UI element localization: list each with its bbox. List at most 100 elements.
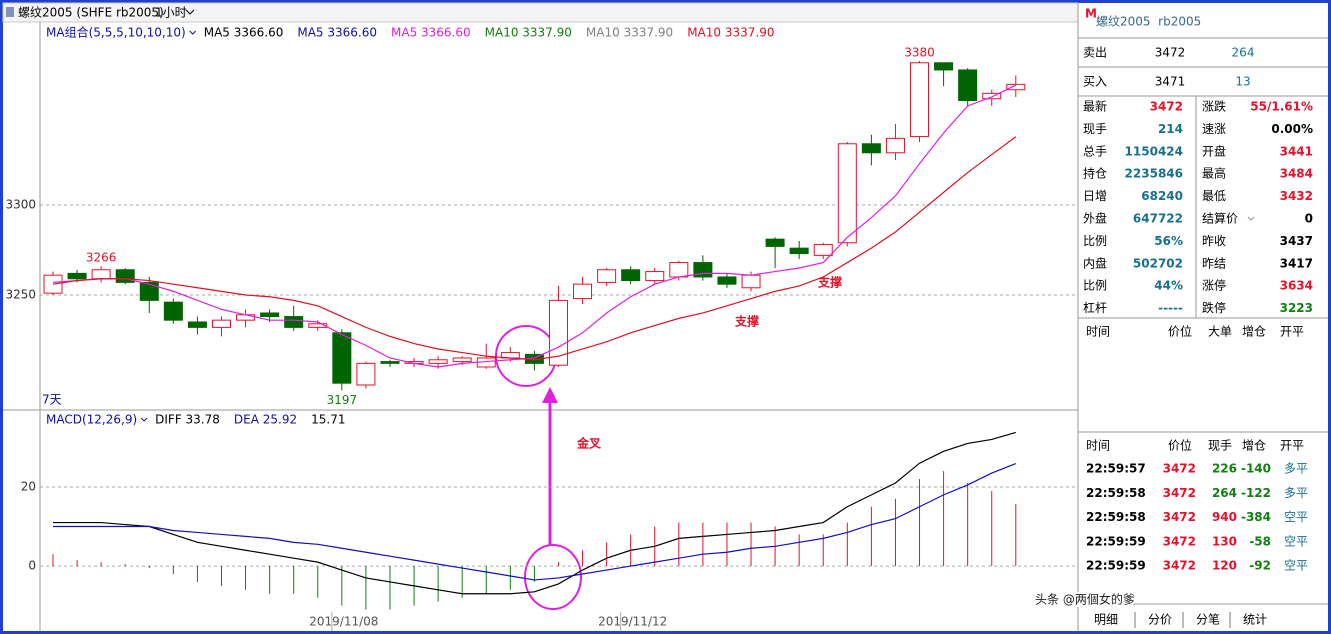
table-cell: -140 — [1241, 462, 1271, 476]
legend-item: MA5 3366.60 — [391, 26, 471, 40]
table-cell: 3472 — [1163, 559, 1196, 573]
table-cell: 3472 — [1163, 510, 1196, 524]
dropdown[interactable] — [1247, 216, 1255, 221]
field-label: 总手 — [1083, 144, 1107, 158]
table-cell: 264 — [1212, 486, 1237, 500]
annotation: 支撑 — [734, 314, 759, 329]
y-tick-label: 0 — [28, 559, 36, 573]
table-header: 开平 — [1280, 439, 1304, 453]
field-label: 速涨 — [1202, 121, 1226, 136]
candle-body — [885, 137, 905, 154]
table-header: 价位 — [1168, 438, 1192, 453]
candle-body — [163, 301, 183, 321]
table-cell: 22:59:59 — [1086, 534, 1146, 548]
table-cell: -384 — [1241, 510, 1271, 524]
table-cell: 3472 — [1163, 462, 1196, 476]
candle-body — [332, 332, 352, 384]
legend-item: DEA 25.92 — [234, 413, 297, 427]
table-cell: 22:59:59 — [1086, 559, 1146, 573]
candle-body — [211, 319, 231, 328]
table-header: 时间 — [1086, 439, 1110, 453]
table-cell: 3472 — [1163, 534, 1196, 548]
field-label: 杠杆 — [1083, 300, 1107, 315]
candle-body — [934, 62, 954, 71]
ma-line — [52, 84, 1017, 368]
table-cell: 130 — [1212, 534, 1237, 548]
symbol[interactable]: 螺纹2005 (SHFE rb2005) — [18, 6, 164, 20]
candle-body — [910, 62, 930, 138]
candle-body — [284, 316, 304, 328]
field-value: 0 — [1305, 212, 1313, 226]
table-cell: 多平 — [1284, 462, 1308, 476]
candle-body — [789, 247, 809, 255]
candle-body — [260, 312, 280, 318]
candle-body — [645, 271, 665, 282]
field-value: 3432 — [1280, 189, 1313, 203]
field-value: 214 — [1158, 122, 1183, 136]
legend-item: DIFF 33.78 — [155, 413, 220, 427]
table-cell: -122 — [1241, 486, 1271, 500]
annotation: 金叉 — [576, 436, 602, 451]
legend-dropdown[interactable] — [140, 417, 148, 422]
field-value: ----- — [1158, 301, 1183, 315]
extreme-label: 3380 — [904, 45, 935, 59]
bid-volume: 13 — [1235, 75, 1250, 89]
table-cell: 226 — [1212, 462, 1237, 476]
table-cell: 多平 — [1284, 486, 1308, 500]
field-label: 结算价 — [1202, 211, 1238, 226]
candle-body — [380, 361, 400, 364]
candle-body — [741, 274, 761, 289]
field-label: 涨停 — [1202, 278, 1226, 293]
table-header: 大单 — [1208, 325, 1232, 339]
candle-body — [308, 323, 328, 328]
period[interactable]: 1小时 — [155, 6, 187, 20]
candle-body — [982, 92, 1002, 100]
legend-dropdown[interactable] — [189, 30, 197, 35]
field-label: 开盘 — [1202, 143, 1226, 158]
field-label: 持仓 — [1083, 166, 1107, 181]
tab[interactable]: 分价 — [1148, 613, 1172, 627]
table-cell: 空平 — [1284, 559, 1308, 573]
candle-body — [139, 281, 159, 301]
background — [3, 3, 1328, 631]
field-value: 56% — [1154, 234, 1183, 248]
candle-body — [187, 321, 207, 328]
legend-item: MA5 3366.60 — [297, 26, 377, 40]
field-label: 跌停 — [1202, 300, 1226, 315]
table-cell: 120 — [1212, 559, 1237, 573]
field-label: 最低 — [1202, 189, 1226, 203]
candle-body — [91, 269, 111, 280]
table-cell: 空平 — [1284, 534, 1308, 548]
ask-label: 卖出 — [1083, 46, 1107, 60]
table-cell: 空平 — [1284, 510, 1308, 524]
period-dropdown[interactable] — [185, 9, 195, 15]
table-cell: -92 — [1249, 559, 1271, 573]
field-label: 内盘 — [1083, 255, 1107, 270]
candle-body — [813, 244, 833, 256]
candle-body — [67, 272, 87, 280]
tab[interactable]: 明细 — [1094, 613, 1118, 627]
legend-item: 15.71 — [311, 413, 345, 427]
table-cell: -58 — [1249, 534, 1271, 548]
field-value: 1150424 — [1125, 144, 1183, 158]
extreme-label: 3197 — [327, 393, 358, 407]
tab[interactable]: 统计 — [1243, 613, 1267, 627]
x-tick-label: 2019/11/12 — [598, 615, 667, 629]
tab[interactable]: 分笔 — [1196, 612, 1220, 627]
field-label: 日增 — [1083, 189, 1107, 203]
field-value: 3472 — [1150, 100, 1183, 114]
table-cell: 22:59:57 — [1086, 462, 1146, 476]
candle-body — [356, 362, 376, 386]
legend-title: MACD(12,26,9) — [46, 413, 137, 427]
bid-price: 3471 — [1155, 75, 1186, 89]
field-value: 3484 — [1280, 167, 1313, 181]
legend-title: MA组合(5,5,5,10,10,10) — [46, 25, 186, 40]
bid-label: 买入 — [1083, 75, 1107, 89]
x-tick-label: 2019/11/08 — [309, 615, 378, 629]
quote-title: 螺纹2005 rb2005 — [1096, 15, 1201, 29]
candle-body — [548, 299, 568, 366]
candle-body — [428, 359, 448, 364]
candle-body — [573, 283, 593, 300]
